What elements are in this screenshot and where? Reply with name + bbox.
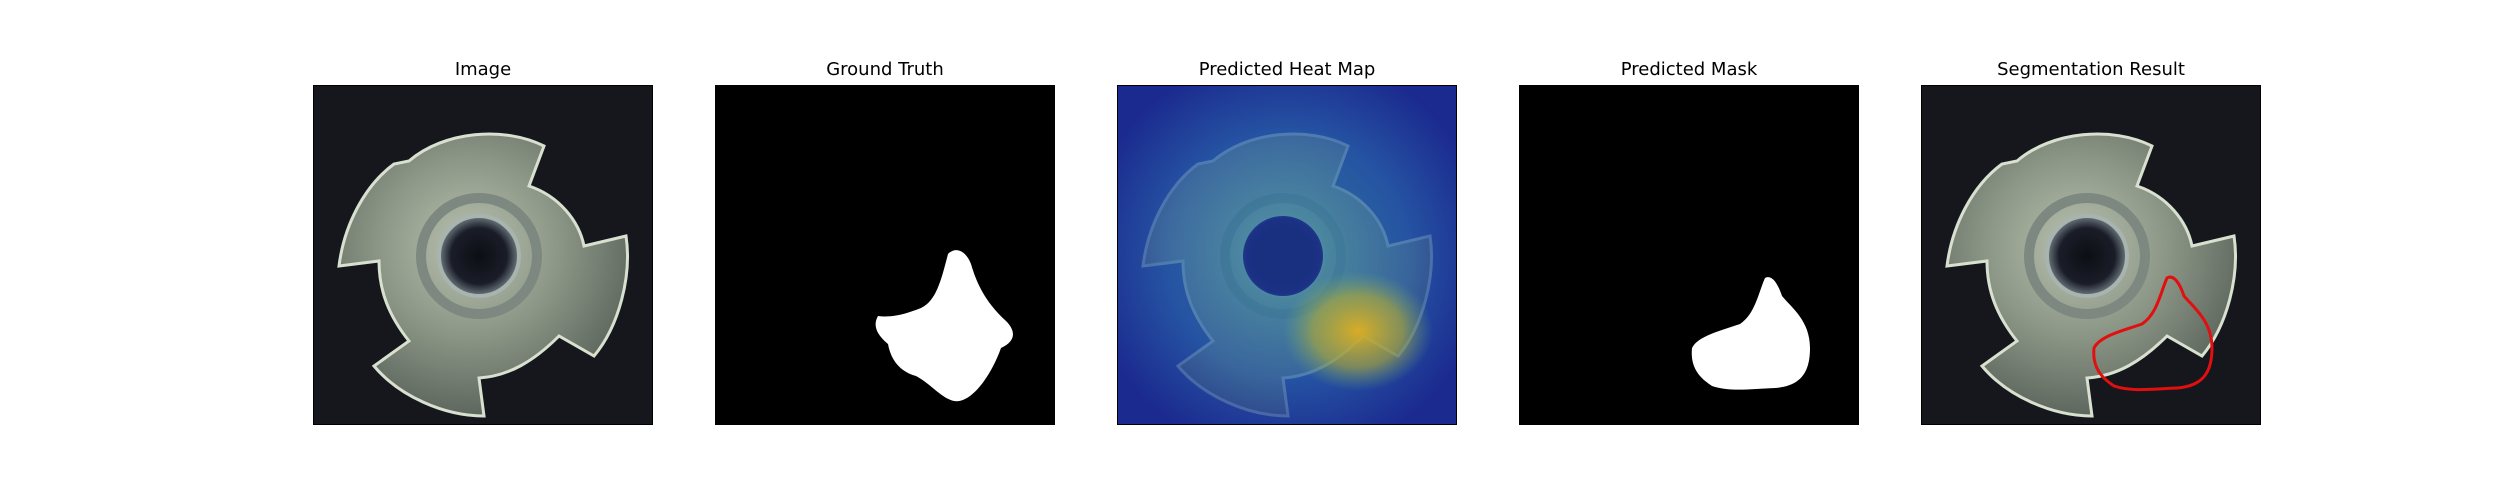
panel-ground-truth: Ground Truth [715, 58, 1055, 425]
panel-heat-map: Predicted Heat Map [1117, 58, 1457, 425]
segmentation-contour [2092, 275, 2214, 392]
panel-title: Predicted Mask [1620, 59, 1758, 80]
panel-title: Segmentation Result [1997, 59, 2185, 80]
panel-image: Image [313, 58, 653, 425]
panel-segmentation-result: Segmentation Result [1921, 58, 2261, 425]
panel-title: Ground Truth [826, 59, 944, 80]
original-image [313, 85, 653, 425]
ground-truth-mask [715, 85, 1055, 425]
segmentation-result-image [1921, 85, 2261, 425]
predicted-mask [1519, 85, 1859, 425]
panel-predicted-mask: Predicted Mask [1519, 58, 1859, 425]
heat-map-image [1117, 85, 1457, 425]
panel-title: Image [454, 59, 512, 80]
panel-title: Predicted Heat Map [1198, 59, 1376, 80]
